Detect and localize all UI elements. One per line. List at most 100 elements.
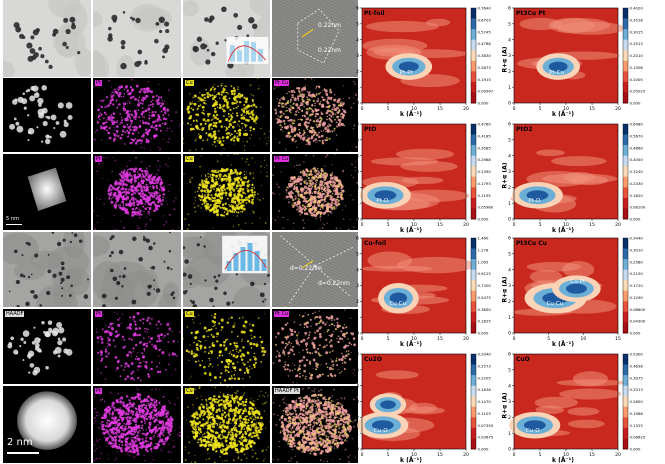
x-tick-label: 5: [539, 222, 542, 228]
x-tick-label: 5: [539, 106, 542, 112]
colorbar-tick-label: 0.06625: [630, 435, 646, 440]
y-tick-label: 6: [508, 122, 511, 128]
element-map-label: Cu: [185, 156, 194, 162]
y-tick-label: 4: [356, 37, 359, 43]
element-map-label: Cu: [185, 311, 194, 317]
y-tick-label: 3: [356, 283, 359, 289]
micrograph-image: [272, 154, 358, 230]
colorbar-tick-label: 0.1915: [478, 77, 492, 82]
micrograph-tem-gray: [3, 232, 91, 307]
y-tick-label: 6: [356, 352, 359, 358]
colorbar-tick-label: 0.5475: [478, 295, 492, 300]
y-tick-label: 1: [508, 85, 511, 91]
wt-plot-title: Pt-foil: [364, 10, 385, 17]
y-tick-label: 5: [356, 137, 359, 143]
x-tick-label: 20: [615, 452, 621, 458]
y-tick-label: 3: [356, 169, 359, 175]
colorbar-tick-label: 0.9125: [478, 271, 492, 276]
micrograph-map-cu-big: Cu: [183, 386, 270, 463]
lattice-spacing-label: 0.22nm: [318, 22, 341, 29]
colorbar-tick-label: 0.2580: [630, 259, 644, 264]
y-tick-label: 3: [356, 53, 359, 59]
micrograph-image: [183, 232, 270, 307]
micrograph-image: [272, 78, 358, 152]
colorbar-tick-label: 0.5300: [630, 352, 644, 357]
micrograph-hrtem: [272, 0, 358, 77]
colorbar-tick-label: 0.3313: [630, 387, 644, 392]
y-tick-label: 3: [508, 283, 511, 289]
micrograph-tem-light: [3, 0, 91, 77]
y-tick-label: 1: [356, 315, 359, 321]
x-tick-label: 0: [513, 106, 516, 112]
element-map-label: HAADF: [5, 311, 24, 317]
y-tick-label: 3: [356, 399, 359, 405]
y-tick-label: 1: [508, 431, 511, 437]
x-axis-label: k (Å⁻¹): [552, 111, 574, 118]
colorbar-tick-label: 0.6480: [630, 122, 644, 127]
colorbar-tick-label: 1.278: [478, 247, 489, 252]
micrograph-image: [183, 309, 270, 384]
y-tick-label: 6: [356, 6, 359, 12]
micrograph-image: [183, 0, 270, 77]
colorbar-tick-label: 0.1793: [478, 181, 492, 186]
y-tick-label: 3: [508, 169, 511, 175]
x-tick-label: 0: [361, 222, 364, 228]
y-tick-label: 5: [356, 21, 359, 27]
y-tick-label: 2: [508, 415, 511, 421]
micrograph-map-pt-sparse: Pt: [93, 309, 181, 384]
colorbar-tick-label: 0.4788: [478, 41, 492, 46]
y-axis-label: R+α (Å): [502, 276, 509, 302]
y-tick-label: 0: [508, 217, 511, 223]
y-tick-label: 5: [508, 137, 511, 143]
y-tick-label: 2: [508, 69, 511, 75]
micrograph-map-overlay-sparse: Pt Cu: [272, 309, 358, 384]
colorbar-tick-label: 0.2873: [478, 65, 492, 70]
colorbar-tick-label: 0.3585: [478, 145, 492, 150]
y-tick-label: 2: [508, 299, 511, 305]
element-map-label: Pt: [95, 388, 102, 394]
colorbar-tick-label: 0.2010: [630, 53, 644, 58]
peak-label: Pt-O: [528, 198, 540, 204]
colorbar-tick-label: 0.1988: [630, 411, 644, 416]
x-tick-label: 0: [361, 452, 364, 458]
colorbar-tick-label: 0.03675: [478, 435, 494, 440]
micrograph-image: [93, 386, 181, 463]
y-tick-label: 4: [508, 37, 511, 43]
y-tick-label: 5: [508, 21, 511, 27]
x-tick-label: 15: [437, 452, 443, 458]
micrograph-tem-gray-inset: [183, 232, 270, 307]
colorbar-tick-label: 0.000: [478, 101, 489, 106]
y-tick-label: 1: [356, 85, 359, 91]
colorbar-tick-label: 0.4020: [630, 6, 644, 11]
y-tick-label: 6: [356, 236, 359, 242]
wt-plot-title: CuO: [516, 356, 530, 363]
micrograph-map-cu: Cu: [183, 78, 270, 152]
x-tick-label: 15: [589, 106, 595, 112]
colorbar-tick-label: 0.2150: [630, 271, 644, 276]
micrograph-image: [3, 0, 91, 77]
x-tick-label: 5: [387, 452, 390, 458]
scale-bar: [7, 452, 39, 454]
colorbar-tick-label: 0.07350: [478, 423, 494, 428]
micrograph-image: [272, 386, 358, 463]
y-axis-label: R+α (Å): [502, 46, 509, 72]
colorbar-tick-label: 0.2390: [478, 169, 492, 174]
element-map-label: Cu: [185, 388, 194, 394]
y-tick-label: 0: [508, 101, 511, 107]
y-tick-label: 4: [356, 267, 359, 273]
x-tick-label: 15: [437, 336, 443, 342]
y-tick-label: 1: [356, 201, 359, 207]
x-tick-label: 20: [463, 336, 469, 342]
colorbar-tick-label: 0.1195: [478, 193, 492, 198]
x-tick-label: 20: [615, 222, 621, 228]
micrograph-image: [93, 0, 181, 77]
colorbar-tick-label: 0.6703: [478, 17, 492, 22]
micrograph-image: [3, 78, 91, 152]
y-tick-label: 4: [356, 153, 359, 159]
micrograph-image: [183, 386, 270, 463]
wt-plot-title: PtO2: [516, 126, 533, 133]
